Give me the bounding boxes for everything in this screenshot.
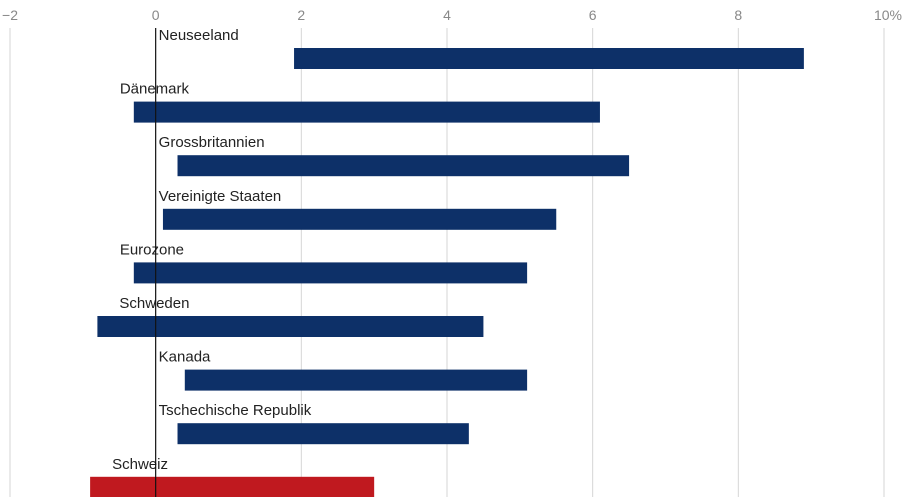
category-label-3: Grossbritannien [159, 134, 265, 151]
category-label-6: Schweden [119, 295, 189, 312]
category-label-8: Tschechische Republik [159, 402, 312, 419]
bar-5 [133, 262, 528, 284]
bar-9 [90, 476, 375, 497]
category-label-4: Vereinigte Staaten [159, 188, 282, 205]
category-label-5: Eurozone [120, 241, 184, 258]
bar-4 [162, 208, 557, 230]
category-label-9: Schweiz [112, 456, 168, 473]
bar-8 [177, 423, 469, 445]
category-labels: Neuseeland Dänemark Grossbritannien Vereini… [112, 27, 312, 473]
category-label-7: Kanada [159, 349, 211, 366]
x-tick-label-2: 2 [297, 7, 305, 23]
x-axis-ticks: −2 0 2 4 6 8 10% [2, 7, 902, 23]
bar-3 [177, 155, 630, 177]
bar-6 [97, 316, 484, 337]
x-tick-label-5: 8 [734, 7, 742, 23]
x-tick-label-6: 10% [874, 7, 902, 23]
category-label-2: Dänemark [120, 81, 190, 98]
bars [90, 48, 804, 497]
x-tick-label-1: 0 [152, 7, 160, 23]
bar-2 [133, 101, 600, 123]
x-tick-label-4: 6 [589, 7, 597, 23]
bar-7 [184, 369, 528, 391]
bar-1 [294, 48, 804, 69]
x-tick-label-3: 4 [443, 7, 451, 23]
x-tick-label-0: −2 [2, 7, 18, 23]
category-label-1: Neuseeland [159, 27, 239, 44]
